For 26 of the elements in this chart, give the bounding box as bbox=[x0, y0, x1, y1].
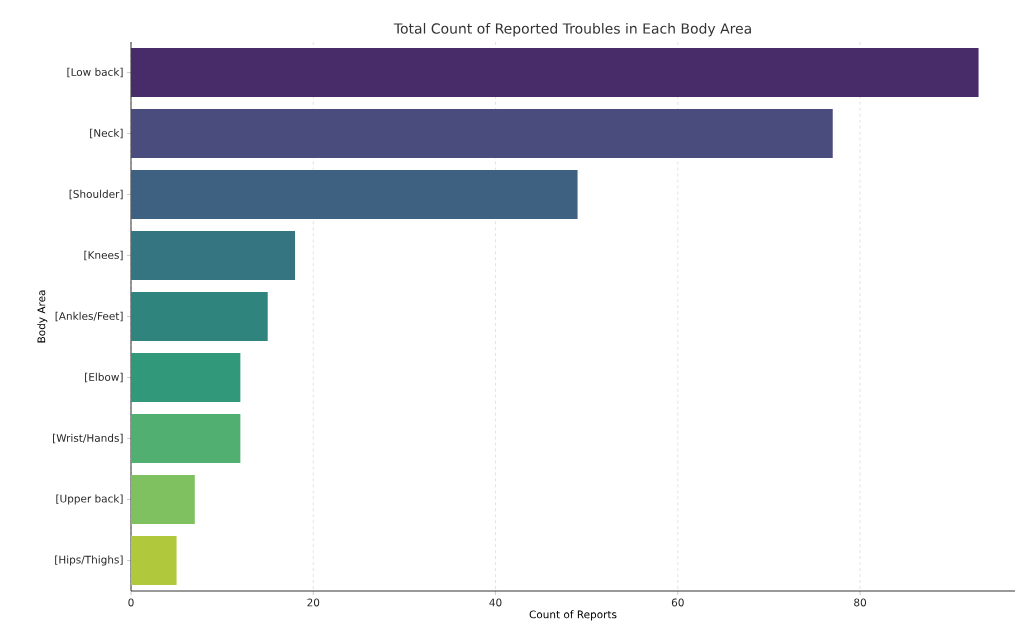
chart-title: Total Count of Reported Troubles in Each Body Area bbox=[393, 23, 751, 37]
y-tick-label: [Knees] bbox=[84, 250, 123, 261]
y-tick-label: [Shoulder] bbox=[69, 189, 123, 200]
y-tick-label: [Elbow] bbox=[85, 372, 123, 383]
y-tick-label: [Wrist/Hands] bbox=[53, 433, 123, 444]
bar bbox=[131, 292, 268, 341]
x-tick-label: 0 bbox=[128, 598, 134, 607]
x-tick-label: 60 bbox=[671, 598, 684, 607]
y-tick-label: [Low back] bbox=[67, 67, 123, 78]
bar bbox=[131, 475, 195, 524]
y-axis-title: Body Area bbox=[37, 290, 48, 343]
bar bbox=[131, 109, 833, 158]
bar bbox=[131, 231, 296, 280]
bar bbox=[131, 170, 578, 219]
bar bbox=[131, 536, 177, 585]
x-tick-label: 20 bbox=[307, 598, 320, 607]
y-tick-label: [Hips/Thighs] bbox=[55, 555, 123, 566]
y-tick-label: [Upper back] bbox=[56, 494, 123, 505]
bar bbox=[131, 48, 979, 97]
bar bbox=[131, 414, 241, 463]
x-tick-label: 40 bbox=[489, 598, 502, 607]
bar bbox=[131, 353, 241, 402]
y-tick-label: [Ankles/Feet] bbox=[55, 311, 123, 322]
y-tick-label: [Neck] bbox=[90, 128, 123, 139]
x-axis-title: Count of Reports bbox=[529, 610, 617, 621]
x-tick-label: 80 bbox=[854, 598, 867, 607]
